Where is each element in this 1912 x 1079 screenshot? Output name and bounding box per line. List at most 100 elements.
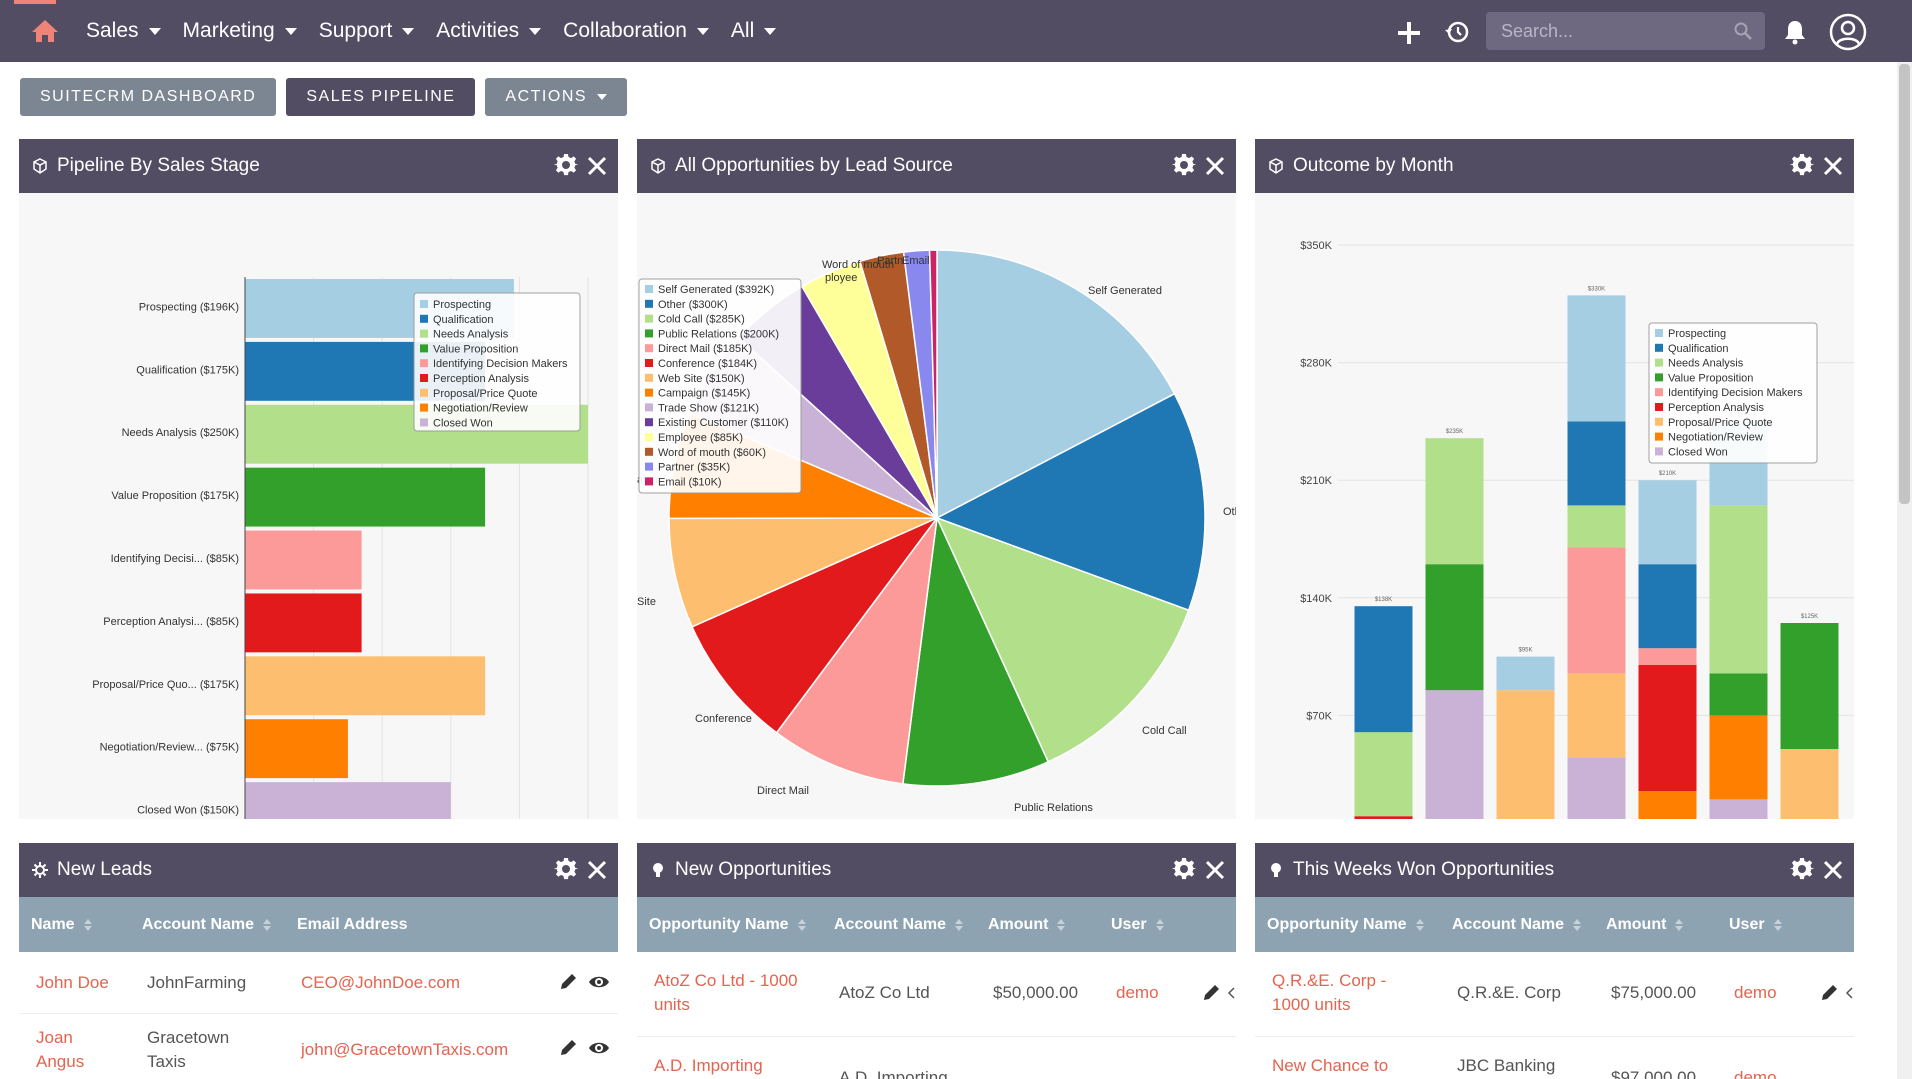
stacked-bar-segment: [1354, 606, 1413, 733]
sort-icon: [1415, 919, 1424, 931]
legend-swatch: [420, 329, 428, 338]
chevron-down-icon: [764, 27, 777, 35]
y-category-label: Perception Analysi... ($85K): [103, 616, 239, 628]
stacked-bar-segment: [1638, 564, 1697, 649]
column-header-opportunity-name[interactable]: Opportunity Name: [1267, 916, 1424, 934]
table-row: Q.R.&E. Corp - 1000 units Q.R.&E. Corp $…: [1255, 952, 1854, 1037]
menu-sales[interactable]: Sales: [86, 19, 161, 43]
close-icon[interactable]: [1204, 155, 1226, 177]
column-label: User: [1111, 916, 1147, 933]
user-profile-icon[interactable]: [1829, 13, 1867, 51]
legend-label: Web Site ($150K): [658, 373, 745, 385]
column-header-name[interactable]: Name: [31, 916, 92, 934]
dashlet-title: Outcome by Month: [1293, 155, 1454, 176]
stacked-bar-segment: [1638, 648, 1697, 665]
close-icon[interactable]: [586, 859, 608, 881]
lead-name-link[interactable]: Joan Angus: [36, 1028, 85, 1071]
column-label: Account Name: [834, 916, 947, 933]
column-header-amount[interactable]: Amount: [1606, 916, 1684, 934]
legend-swatch: [420, 374, 428, 382]
bell-icon[interactable]: [1783, 19, 1807, 45]
gear-icon[interactable]: [554, 857, 578, 881]
pencil-icon[interactable]: [1201, 983, 1221, 1003]
lead-account: JohnFarming: [147, 973, 247, 992]
pencil-icon[interactable]: [1819, 983, 1839, 1003]
opportunity-user-link[interactable]: demo: [1734, 1068, 1777, 1079]
stacked-bar-segment: [1638, 665, 1697, 791]
menu-all[interactable]: All: [731, 19, 777, 43]
opportunity-name-link[interactable]: A.D. Importing: [654, 1056, 763, 1075]
y-category-label: Value Proposition ($175K): [111, 490, 239, 502]
pencil-icon[interactable]: [558, 1038, 578, 1058]
column-header-user[interactable]: User: [1729, 916, 1782, 934]
column-header-account-name[interactable]: Account Name: [1452, 916, 1582, 934]
lead-email-link[interactable]: john@GracetownTaxis.com: [301, 1040, 509, 1059]
stacked-bar-segment: [1567, 295, 1626, 422]
column-header-account-name[interactable]: Account Name: [834, 916, 964, 934]
close-icon[interactable]: [1204, 859, 1226, 881]
menu-marketing[interactable]: Marketing: [183, 19, 297, 43]
pie-outside-label: Conference: [695, 713, 752, 725]
eye-icon[interactable]: [588, 971, 610, 993]
plus-icon[interactable]: [1396, 20, 1422, 46]
legend-swatch: [1655, 388, 1663, 397]
sort-icon: [263, 919, 272, 931]
lightbulb-icon: [1271, 863, 1281, 877]
history-icon[interactable]: [1444, 19, 1470, 45]
actions-dropdown-button[interactable]: ACTIONS: [485, 78, 628, 116]
gear-icon[interactable]: [1172, 857, 1196, 881]
opportunity-name-link[interactable]: AtoZ Co Ltd - 1000 units: [654, 971, 798, 1014]
eye-icon[interactable]: [588, 1037, 610, 1059]
gear-icon[interactable]: [1790, 857, 1814, 881]
close-icon[interactable]: [1822, 155, 1844, 177]
legend-swatch: [645, 447, 653, 456]
legend-label: Prospecting: [433, 299, 491, 311]
column-header-account-name[interactable]: Account Name: [142, 916, 272, 934]
gear-icon[interactable]: [1172, 153, 1196, 177]
pie-slice: [775, 515, 939, 785]
legend-swatch: [420, 418, 428, 427]
menu-collaboration[interactable]: Collaboration: [563, 19, 709, 43]
menu-activities[interactable]: Activities: [436, 19, 542, 43]
menu-marketing-label: Marketing: [182, 19, 275, 42]
search-input[interactable]: [1486, 12, 1765, 50]
lead-email-link[interactable]: CEO@JohnDoe.com: [301, 973, 460, 992]
gear-icon[interactable]: [554, 153, 578, 177]
column-label: Name: [31, 916, 75, 933]
close-icon[interactable]: [1822, 859, 1844, 881]
pipeline-chart: 50100150200250Prospecting ($196K)Qualifi…: [92, 277, 589, 819]
menu-support[interactable]: Support: [319, 19, 415, 43]
chevron-left-icon[interactable]: [1226, 986, 1236, 1000]
bar-total-label: $235K: [1446, 429, 1463, 435]
stacked-bar-segment: [1709, 715, 1768, 800]
page-scrollbar-thumb[interactable]: [1899, 64, 1910, 504]
column-label: Amount: [1606, 916, 1667, 933]
lead-name-link[interactable]: John Doe: [36, 973, 109, 992]
column-header-opportunity-name[interactable]: Opportunity Name: [649, 916, 806, 934]
pencil-icon[interactable]: [558, 972, 578, 992]
search-icon[interactable]: [1733, 21, 1753, 41]
column-header-amount[interactable]: Amount: [988, 916, 1066, 934]
opportunity-user-link[interactable]: demo: [1734, 983, 1777, 1002]
sort-icon: [1155, 919, 1164, 931]
opportunity-name-link[interactable]: Q.R.&E. Corp - 1000 units: [1272, 971, 1387, 1014]
suitecrm-dashboard-button[interactable]: SUITECRM DASHBOARD: [20, 78, 277, 116]
opportunity-user-link[interactable]: demo: [1116, 983, 1159, 1002]
pie-slice: [935, 516, 1190, 763]
column-header-user[interactable]: User: [1111, 916, 1164, 934]
chevron-left-icon[interactable]: [1844, 986, 1854, 1000]
dashlet-this-weeks-won-opportunities: This Weeks Won Opportunities Opportunity…: [1255, 843, 1854, 1079]
gear-icon[interactable]: [1790, 153, 1814, 177]
opportunity-name-link[interactable]: New Chance to: [1272, 1056, 1389, 1075]
pie-outside-label: Site: [637, 596, 656, 608]
top-navbar: Sales Marketing Support Activities Colla…: [0, 0, 1912, 62]
close-icon[interactable]: [586, 155, 608, 177]
pie-slice: [668, 517, 938, 628]
legend-swatch: [645, 359, 653, 367]
y-category-label: Identifying Decisi... ($85K): [111, 553, 239, 565]
home-icon[interactable]: [30, 18, 60, 44]
legend-swatch: [645, 388, 653, 397]
dashlet-header: Pipeline By Sales Stage: [19, 139, 618, 193]
sales-pipeline-button[interactable]: SALES PIPELINE: [286, 78, 476, 116]
pie-outside-label: ployee: [825, 272, 857, 284]
